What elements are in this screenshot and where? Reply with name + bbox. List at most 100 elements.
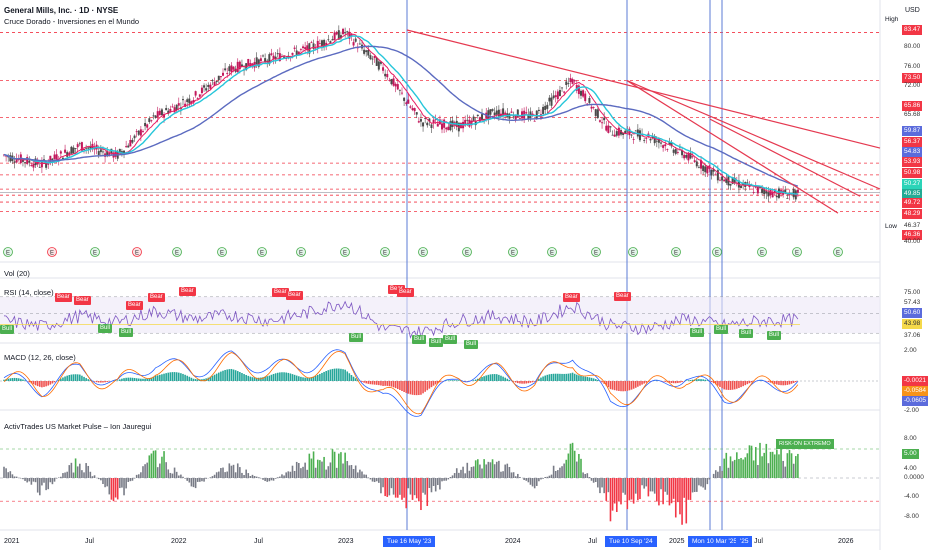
- candle-body: [706, 166, 709, 174]
- pulse-bar: [154, 450, 157, 478]
- pulse-bar: [628, 478, 631, 501]
- macd-hist-bar: [403, 381, 405, 392]
- price-tick-label: 54.83: [902, 147, 923, 157]
- candle-body: [740, 185, 743, 188]
- candle-body: [373, 55, 376, 59]
- pulse-bar: [607, 478, 610, 493]
- candle-body: [291, 52, 294, 55]
- candle-body: [339, 35, 342, 39]
- pulse-bar: [327, 466, 330, 478]
- macd-hist-bar: [173, 372, 176, 381]
- rsi-bear-signal: Bear: [126, 301, 143, 310]
- pulse-tick-label: -4.00: [904, 493, 919, 500]
- time-tick-label: Jul: [754, 538, 763, 545]
- low-label: Low: [885, 223, 897, 230]
- candle-body: [386, 73, 389, 78]
- rsi-band: [0, 296, 880, 334]
- candle-body: [148, 118, 151, 122]
- pulse-bar: [348, 465, 351, 478]
- candle-body: [375, 57, 378, 66]
- macd-hist-bar: [13, 377, 16, 381]
- pulse-bar: [285, 472, 287, 478]
- candle-body: [114, 150, 117, 157]
- pulse-bar: [552, 465, 555, 478]
- candle-body: [15, 159, 18, 163]
- candle-body: [72, 147, 75, 154]
- pulse-bar: [167, 469, 170, 478]
- candle-body: [299, 49, 302, 51]
- macd-hist-bar: [580, 375, 582, 381]
- candle-body: [464, 119, 467, 126]
- candle-body: [354, 38, 357, 42]
- price-tick-label: 72.00: [904, 82, 921, 89]
- earnings-marker-letter: E: [795, 251, 799, 257]
- candle-body: [611, 134, 614, 136]
- candle-body: [335, 32, 338, 35]
- candle-body: [152, 115, 155, 117]
- macd-hist-bar: [287, 372, 290, 381]
- pulse-bar: [316, 459, 319, 478]
- pulse-bar: [626, 478, 629, 510]
- pulse-bar: [169, 472, 172, 478]
- earnings-marker: [172, 247, 182, 257]
- macd-hist-bar: [441, 381, 443, 382]
- rsi-bull-signal: Bull: [690, 328, 705, 337]
- candle-body: [181, 99, 184, 101]
- candle-body: [230, 65, 233, 73]
- ma-slow-blue: [3, 45, 799, 187]
- currency-label[interactable]: USD: [905, 7, 920, 14]
- macd-hist-bar: [127, 377, 130, 381]
- candle-body: [552, 95, 555, 99]
- macd-hist-bar: [331, 368, 334, 381]
- candle-body: [653, 135, 656, 144]
- pulse-bar: [794, 456, 797, 478]
- candle-body: [466, 119, 469, 121]
- earnings-marker-letter: E: [511, 251, 515, 257]
- pulse-tick-label: -8.00: [904, 513, 919, 520]
- candle-body: [129, 140, 132, 147]
- macd-hist-bar: [224, 370, 226, 381]
- macd-hist-bar: [639, 381, 641, 386]
- price-tick-label: 65.68: [904, 111, 921, 118]
- pulse-bar: [430, 478, 433, 493]
- candle-body: [556, 91, 559, 100]
- pulse-bar: [409, 478, 412, 495]
- pulse-bar: [70, 462, 73, 478]
- macd-hist-bar: [474, 379, 477, 381]
- macd-hist-bar: [784, 381, 787, 386]
- pulse-bar: [323, 456, 325, 478]
- pulse-bar: [354, 465, 357, 478]
- macd-hist-bar: [746, 381, 749, 385]
- price-tick-label: 80.00: [904, 43, 921, 50]
- pulse-bar: [177, 475, 180, 478]
- pulse-bar: [449, 476, 452, 478]
- pulse-bar: [594, 478, 597, 482]
- earnings-marker: [547, 247, 557, 257]
- macd-hist-bar: [325, 371, 327, 381]
- macd-hist-bar: [422, 381, 424, 394]
- pulse-bar: [403, 478, 405, 498]
- pulse-bar: [605, 478, 608, 501]
- candle-body: [369, 55, 372, 60]
- macd-hist-bar: [72, 374, 75, 381]
- macd-hist-bar: [415, 381, 418, 396]
- pulse-bar: [641, 478, 643, 486]
- pulse-bar: [664, 478, 667, 492]
- candle-body: [470, 120, 473, 126]
- macd-hist-bar: [144, 378, 146, 381]
- macd-hist-bar: [79, 374, 81, 381]
- macd-hist-bar: [495, 374, 498, 381]
- candle-body: [662, 145, 665, 148]
- pulse-bar: [241, 472, 243, 478]
- candle-body: [561, 87, 564, 89]
- pulse-bar: [687, 478, 690, 500]
- macd-hist-bar: [677, 381, 679, 384]
- candle-body: [763, 188, 766, 195]
- macd-hist-bar: [706, 380, 709, 381]
- candle-body: [729, 183, 732, 186]
- macd-hist-bar: [521, 381, 523, 384]
- candle-body: [535, 110, 538, 119]
- macd-hist-bar: [672, 381, 675, 384]
- pulse-bar: [498, 460, 500, 478]
- pulse-bar: [784, 466, 787, 478]
